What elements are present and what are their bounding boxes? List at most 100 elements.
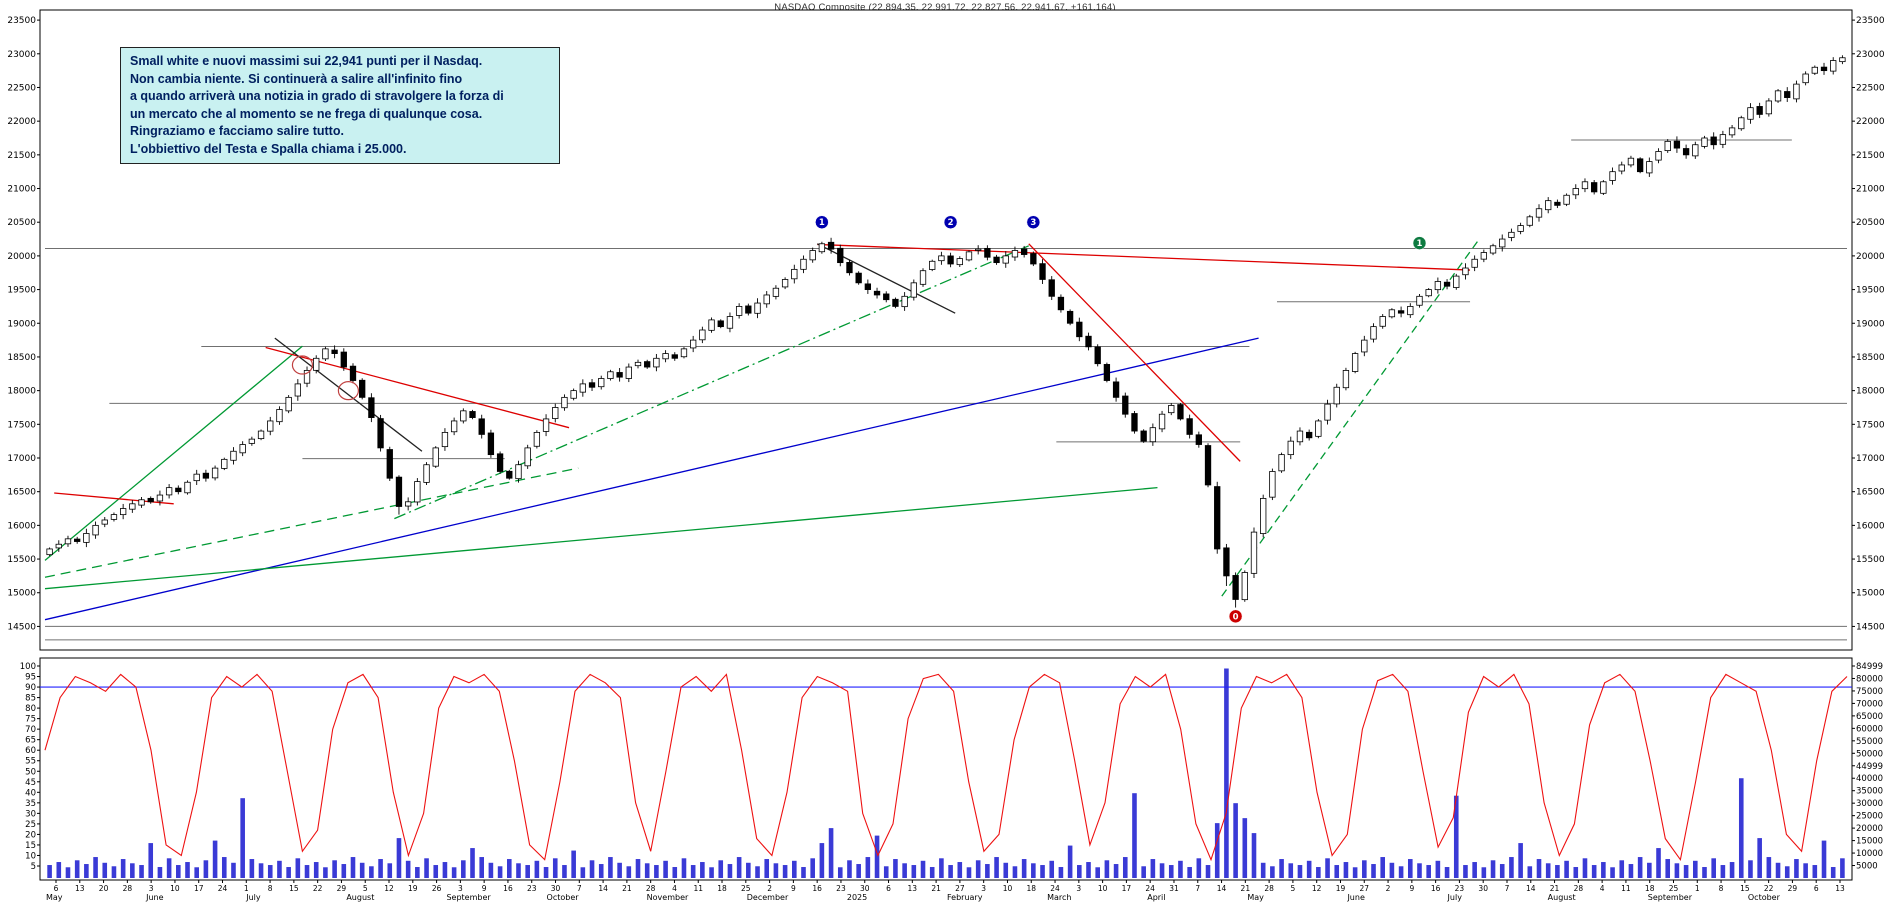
svg-text:3: 3	[149, 884, 154, 893]
svg-text:3: 3	[981, 884, 986, 893]
svg-text:15500: 15500	[1856, 555, 1885, 565]
svg-text:March: March	[1047, 893, 1071, 902]
svg-text:17: 17	[1122, 884, 1132, 893]
svg-text:December: December	[747, 893, 789, 902]
svg-text:40000: 40000	[1856, 774, 1883, 784]
svg-text:18000: 18000	[1856, 387, 1885, 397]
svg-text:20000: 20000	[7, 252, 36, 262]
svg-text:16500: 16500	[7, 488, 36, 498]
svg-text:October: October	[547, 893, 580, 902]
svg-text:18: 18	[717, 884, 727, 893]
svg-text:23000: 23000	[7, 50, 36, 60]
svg-text:20000: 20000	[1856, 252, 1885, 262]
svg-text:22: 22	[1764, 884, 1774, 893]
svg-text:23000: 23000	[1856, 50, 1885, 60]
svg-text:19000: 19000	[7, 319, 36, 329]
svg-text:16: 16	[812, 884, 822, 893]
numbered-marker-3	[1026, 215, 1041, 229]
svg-text:50: 50	[25, 767, 36, 777]
svg-text:30: 30	[25, 809, 36, 819]
svg-text:90: 90	[25, 683, 36, 693]
svg-text:May: May	[1247, 893, 1264, 902]
svg-text:21: 21	[622, 884, 632, 893]
annotation-line: Small white e nuovi massimi sui 22,941 p…	[130, 54, 483, 68]
annotation-box: Small white e nuovi massimi sui 22,941 p…	[120, 47, 560, 164]
svg-text:4: 4	[672, 884, 677, 893]
svg-text:2: 2	[1386, 884, 1391, 893]
svg-text:18500: 18500	[1856, 353, 1885, 363]
svg-text:85: 85	[25, 694, 36, 704]
svg-text:28: 28	[1264, 884, 1274, 893]
svg-text:7: 7	[577, 884, 582, 893]
svg-text:50000: 50000	[1856, 749, 1883, 759]
svg-text:14: 14	[1526, 884, 1536, 893]
svg-text:24: 24	[218, 884, 228, 893]
svg-text:9: 9	[482, 884, 487, 893]
svg-text:September: September	[446, 893, 491, 902]
svg-text:14: 14	[1217, 884, 1227, 893]
svg-text:12: 12	[1312, 884, 1322, 893]
svg-text:10: 10	[1003, 884, 1013, 893]
svg-text:27: 27	[1359, 884, 1369, 893]
svg-text:65: 65	[25, 736, 36, 746]
svg-text:August: August	[1548, 893, 1576, 902]
svg-text:24: 24	[1050, 884, 1060, 893]
svg-text:23: 23	[1455, 884, 1465, 893]
svg-text:November: November	[647, 893, 689, 902]
svg-text:23: 23	[527, 884, 537, 893]
pattern-ellipse	[337, 381, 359, 401]
candlestick-series	[46, 55, 1846, 608]
pattern-annotations: 1 2 3 0 1	[291, 215, 1427, 624]
svg-text:20: 20	[99, 884, 109, 893]
month-axis-labels: May June July August September October Novembe…	[46, 893, 1781, 902]
svg-text:16000: 16000	[1856, 521, 1885, 531]
svg-text:14: 14	[598, 884, 608, 893]
svg-text:30: 30	[551, 884, 561, 893]
svg-text:27: 27	[955, 884, 965, 893]
svg-text:23500: 23500	[1856, 16, 1885, 26]
svg-text:26: 26	[432, 884, 442, 893]
svg-text:April: April	[1147, 893, 1165, 902]
svg-text:35: 35	[25, 799, 36, 809]
svg-text:14500: 14500	[7, 622, 36, 632]
svg-text:100: 100	[20, 662, 36, 672]
svg-text:16: 16	[1431, 884, 1441, 893]
annotation-line: a quando arriverà una notizia in grado d…	[130, 89, 504, 103]
volume-series	[47, 668, 1845, 878]
numbered-marker-0	[1228, 609, 1243, 624]
svg-text:23500: 23500	[7, 16, 36, 26]
svg-text:65000: 65000	[1856, 712, 1883, 722]
oscillator-line	[44, 673, 1848, 862]
svg-text:30: 30	[860, 884, 870, 893]
svg-text:1: 1	[819, 218, 825, 228]
svg-text:0: 0	[1233, 612, 1239, 622]
svg-text:May: May	[46, 893, 63, 902]
svg-text:15: 15	[25, 841, 36, 851]
date-axis-labels: 6 13 20 28 3 10 17 24 1 8 15 22 29 5 12 19 26 3 9 16 23 30 7 14…	[54, 880, 1845, 893]
svg-text:19500: 19500	[7, 286, 36, 296]
svg-text:70: 70	[25, 725, 36, 735]
svg-text:20500: 20500	[1856, 218, 1885, 228]
svg-text:21: 21	[931, 884, 941, 893]
svg-text:31: 31	[1169, 884, 1179, 893]
svg-text:1: 1	[1417, 239, 1423, 249]
svg-text:25000: 25000	[1856, 812, 1883, 822]
svg-text:75000: 75000	[1856, 687, 1883, 697]
svg-text:2: 2	[767, 884, 772, 893]
annotation-line: Non cambia niente. Si continuerà a salir…	[130, 71, 463, 86]
svg-text:15000: 15000	[1856, 837, 1883, 847]
numbered-marker-1	[815, 215, 829, 229]
svg-text:1: 1	[1695, 884, 1700, 893]
svg-text:13: 13	[908, 884, 918, 893]
svg-text:28: 28	[123, 884, 133, 893]
svg-text:21500: 21500	[7, 151, 36, 161]
svg-text:8: 8	[1719, 884, 1724, 893]
svg-text:75: 75	[25, 715, 36, 725]
svg-text:September: September	[1648, 893, 1693, 902]
svg-text:84999: 84999	[1856, 662, 1883, 672]
svg-text:July: July	[245, 893, 261, 902]
svg-text:40: 40	[25, 788, 36, 798]
svg-text:21: 21	[1550, 884, 1560, 893]
svg-text:17500: 17500	[7, 420, 36, 430]
